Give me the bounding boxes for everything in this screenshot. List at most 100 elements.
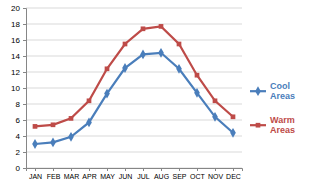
y-tick-mark <box>23 152 26 153</box>
x-tick-label: FEB <box>47 173 61 180</box>
x-tick-mark <box>35 168 36 171</box>
x-tick: SEP <box>172 168 186 180</box>
series-marker <box>33 124 38 129</box>
y-axis-line <box>23 9 27 169</box>
x-axis: JAN FEBMARAPR MAY JUN JUL AUGSEP OCTNOVDEC <box>27 168 243 180</box>
y-tick-mark <box>23 168 26 169</box>
x-tick-label: OCT <box>190 173 206 180</box>
series-marker <box>141 26 146 31</box>
grid-line <box>26 88 242 89</box>
series-marker <box>122 63 128 73</box>
y-tick: 18 <box>11 20 26 29</box>
series-marker <box>105 66 110 71</box>
y-tick-mark <box>23 120 26 121</box>
legend-label: CoolAreas <box>270 81 295 101</box>
x-tick-mark <box>233 168 234 171</box>
x-tick-mark <box>89 168 90 171</box>
y-tick-mark <box>23 56 26 57</box>
y-tick-mark <box>23 8 26 9</box>
x-tick-mark <box>53 168 54 171</box>
series-marker <box>213 98 218 103</box>
y-tick: 20 <box>11 4 26 13</box>
grid <box>26 8 242 168</box>
legend-item: WarmAreas <box>250 115 295 135</box>
grid-line <box>26 40 242 41</box>
y-tick: 12 <box>11 68 26 77</box>
series-marker <box>68 132 74 142</box>
y-tick: 2 <box>16 148 26 157</box>
x-tick: MAY <box>100 168 115 180</box>
x-tick-mark <box>125 168 126 171</box>
series-line <box>35 53 233 144</box>
y-tick-label: 0 <box>16 164 21 173</box>
y-tick-mark <box>23 88 26 89</box>
y-tick-label: 12 <box>11 68 20 77</box>
series-marker <box>140 49 146 59</box>
x-tick-label: DEC <box>226 173 241 180</box>
x-tick-mark <box>215 168 216 171</box>
y-tick-label: 10 <box>11 84 20 93</box>
x-tick: OCT <box>190 168 206 180</box>
series-marker <box>50 137 56 147</box>
series-marker <box>123 42 128 47</box>
x-tick: DEC <box>226 168 241 180</box>
x-tick: JUN <box>119 168 133 180</box>
x-tick-label: NOV <box>208 173 224 180</box>
y-tick-label: 18 <box>11 20 20 29</box>
series-marker <box>212 112 218 122</box>
y-tick-label: 14 <box>11 52 20 61</box>
y-tick: 14 <box>11 52 26 61</box>
x-tick-label: AUG <box>154 173 169 180</box>
grid-line <box>26 24 242 25</box>
y-tick-mark <box>23 24 26 25</box>
legend: CoolAreas WarmAreas <box>250 81 295 135</box>
x-tick: NOV <box>208 168 224 180</box>
grid-line <box>26 8 242 9</box>
x-tick: APR <box>82 168 96 180</box>
x-tick-mark <box>143 168 144 171</box>
grid-line <box>26 136 242 137</box>
chart: 0 2 4 6 8 10 12 14 16 18 20 JAN FEBMARAPR MAY JUN JUL AU… <box>0 0 312 186</box>
y-tick-label: 2 <box>16 148 21 157</box>
series-marker <box>87 98 92 103</box>
legend-item: CoolAreas <box>250 81 295 101</box>
y-tick: 4 <box>16 132 26 141</box>
x-tick-mark <box>179 168 180 171</box>
legend-marker <box>255 86 261 96</box>
x-tick: JAN <box>29 168 42 180</box>
series-marker <box>51 122 56 127</box>
y-tick-label: 16 <box>11 36 20 45</box>
series-marker <box>177 42 182 47</box>
series-marker <box>69 116 74 121</box>
x-tick-label: JUL <box>137 173 150 180</box>
y-tick-mark <box>23 40 26 41</box>
y-tick-mark <box>23 104 26 105</box>
x-tick: AUG <box>154 168 169 180</box>
y-tick: 0 <box>16 164 26 173</box>
x-tick-label: SEP <box>172 173 186 180</box>
grid-line <box>26 120 242 121</box>
grid-line <box>26 56 242 57</box>
y-tick-label: 4 <box>16 132 21 141</box>
y-tick-mark <box>23 72 26 73</box>
x-axis-line <box>27 169 243 172</box>
x-tick-mark <box>161 168 162 171</box>
x-tick-label: APR <box>82 173 96 180</box>
x-tick: JUL <box>137 168 150 180</box>
y-tick: 8 <box>16 100 26 109</box>
grid-line <box>26 104 242 105</box>
y-tick-mark <box>23 136 26 137</box>
series-marker <box>176 64 182 74</box>
legend-label: WarmAreas <box>270 115 295 135</box>
series-marker <box>159 24 164 29</box>
grid-line <box>26 152 242 153</box>
series-marker <box>32 139 38 149</box>
y-axis: 0 2 4 6 8 10 12 14 16 18 20 <box>11 4 26 173</box>
y-tick: 6 <box>16 116 26 125</box>
x-tick: MAR <box>64 168 80 180</box>
series-marker <box>194 88 200 98</box>
y-tick: 10 <box>11 84 26 93</box>
x-tick: FEB <box>47 168 61 180</box>
y-tick-label: 6 <box>16 116 21 125</box>
series-marker <box>195 73 200 78</box>
